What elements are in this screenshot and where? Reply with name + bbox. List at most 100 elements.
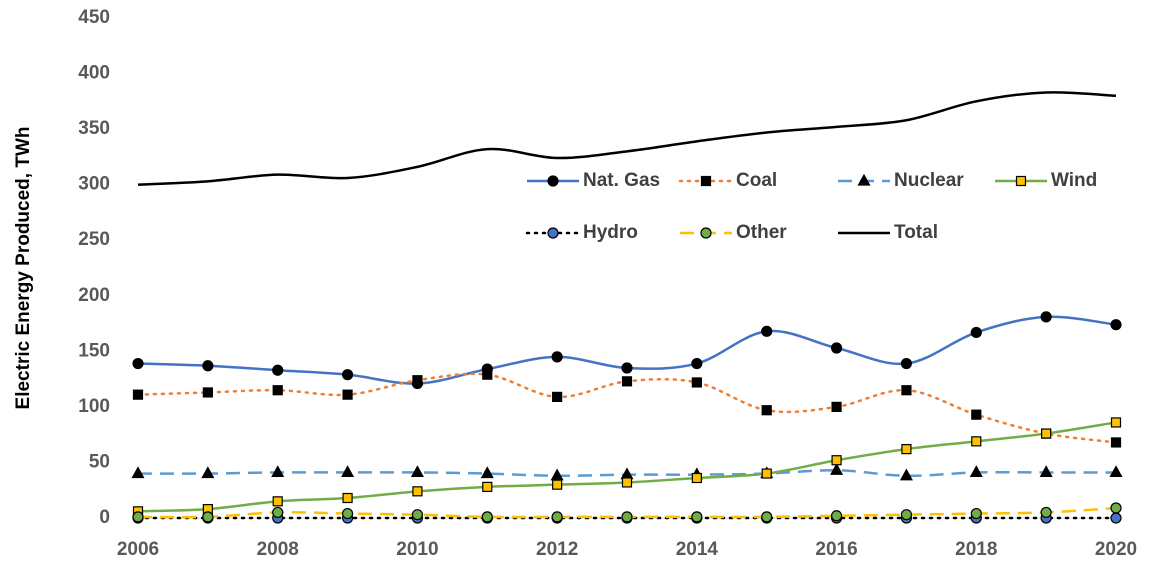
data-point xyxy=(132,389,144,400)
data-point xyxy=(1040,311,1052,323)
data-point xyxy=(1110,437,1122,448)
data-point xyxy=(691,357,703,370)
data-point xyxy=(411,509,424,521)
data-point xyxy=(971,436,982,447)
legend-label: Hydro xyxy=(583,222,638,243)
data-point xyxy=(341,507,354,520)
data-point xyxy=(132,357,144,370)
data-point xyxy=(1110,502,1122,514)
x-tick-label: 2018 xyxy=(955,539,997,560)
y-tick-label: 150 xyxy=(78,340,110,361)
data-point xyxy=(761,405,772,416)
data-point xyxy=(201,466,215,479)
data-point xyxy=(482,481,493,492)
data-point xyxy=(482,369,493,380)
x-tick-label: 2014 xyxy=(676,539,719,560)
data-point xyxy=(970,326,982,339)
data-point xyxy=(1039,465,1053,478)
data-point xyxy=(621,511,633,523)
data-point xyxy=(831,401,842,412)
data-point xyxy=(342,389,353,400)
data-point xyxy=(481,511,493,523)
data-point xyxy=(271,465,285,478)
legend-marker xyxy=(547,175,559,187)
data-point xyxy=(341,369,354,381)
legend-marker xyxy=(700,227,712,239)
data-point xyxy=(831,455,842,466)
data-point xyxy=(131,466,145,479)
data-point xyxy=(202,360,214,372)
data-point xyxy=(900,357,913,370)
y-tick-label: 200 xyxy=(78,285,110,306)
data-point xyxy=(830,510,843,522)
data-point xyxy=(410,465,424,478)
data-point xyxy=(272,496,283,507)
data-point xyxy=(272,506,284,519)
data-point xyxy=(970,507,982,520)
legend-label: Wind xyxy=(1051,170,1097,191)
data-point xyxy=(621,362,633,374)
data-point xyxy=(1109,465,1123,478)
data-point xyxy=(412,486,423,497)
x-tick-label: 2020 xyxy=(1095,539,1137,560)
data-point xyxy=(132,511,144,523)
legend-marker xyxy=(700,175,712,187)
data-point xyxy=(621,477,633,488)
y-tick-label: 300 xyxy=(78,174,110,195)
data-point xyxy=(969,465,983,478)
legend-label: Total xyxy=(894,222,938,243)
y-tick-label: 450 xyxy=(78,7,110,28)
data-point xyxy=(621,376,633,387)
x-tick-label: 2008 xyxy=(257,539,299,560)
data-point xyxy=(551,351,563,363)
data-point xyxy=(341,465,355,478)
legend-label: Other xyxy=(736,222,787,243)
data-point xyxy=(761,325,773,337)
data-point xyxy=(342,492,353,504)
y-tick-label: 400 xyxy=(78,63,110,84)
data-point xyxy=(480,466,494,479)
data-point xyxy=(1110,319,1122,331)
y-tick-label: 100 xyxy=(78,396,110,417)
y-tick-label: 0 xyxy=(99,507,110,528)
data-point xyxy=(761,468,772,479)
y-tick-label: 50 xyxy=(89,451,110,472)
data-point xyxy=(1110,417,1122,428)
x-tick-label: 2006 xyxy=(117,539,159,560)
data-point xyxy=(761,511,773,523)
y-tick-label: 250 xyxy=(78,229,110,250)
legend-label: Nuclear xyxy=(894,170,964,191)
legend-label: Coal xyxy=(736,170,777,191)
data-point xyxy=(1041,428,1052,439)
legend-marker xyxy=(1015,175,1027,187)
x-tick-label: 2012 xyxy=(536,539,578,560)
data-point xyxy=(830,342,843,354)
data-point xyxy=(691,472,702,484)
data-point xyxy=(830,462,844,475)
data-point xyxy=(691,377,702,388)
legend-marker xyxy=(857,173,871,186)
series-line xyxy=(137,91,1117,186)
data-point xyxy=(899,468,913,481)
data-point xyxy=(272,364,284,376)
y-tick-label: 350 xyxy=(78,118,110,139)
data-point xyxy=(901,385,912,396)
data-point xyxy=(1110,512,1122,524)
data-point xyxy=(551,511,563,523)
series-line xyxy=(137,421,1117,513)
legend-marker xyxy=(547,227,559,239)
data-point xyxy=(272,385,283,396)
data-point xyxy=(412,375,423,386)
data-point xyxy=(1040,506,1052,519)
x-tick-label: 2010 xyxy=(396,539,438,560)
data-point xyxy=(552,391,563,402)
data-point xyxy=(901,444,912,455)
data-point xyxy=(691,511,703,523)
data-point xyxy=(971,409,982,420)
y-axis-label: Electric Energy Produced, TWh xyxy=(13,127,34,410)
data-point xyxy=(202,511,214,523)
data-point xyxy=(552,479,563,490)
legend-label: Nat. Gas xyxy=(583,170,660,191)
data-point xyxy=(900,509,913,521)
